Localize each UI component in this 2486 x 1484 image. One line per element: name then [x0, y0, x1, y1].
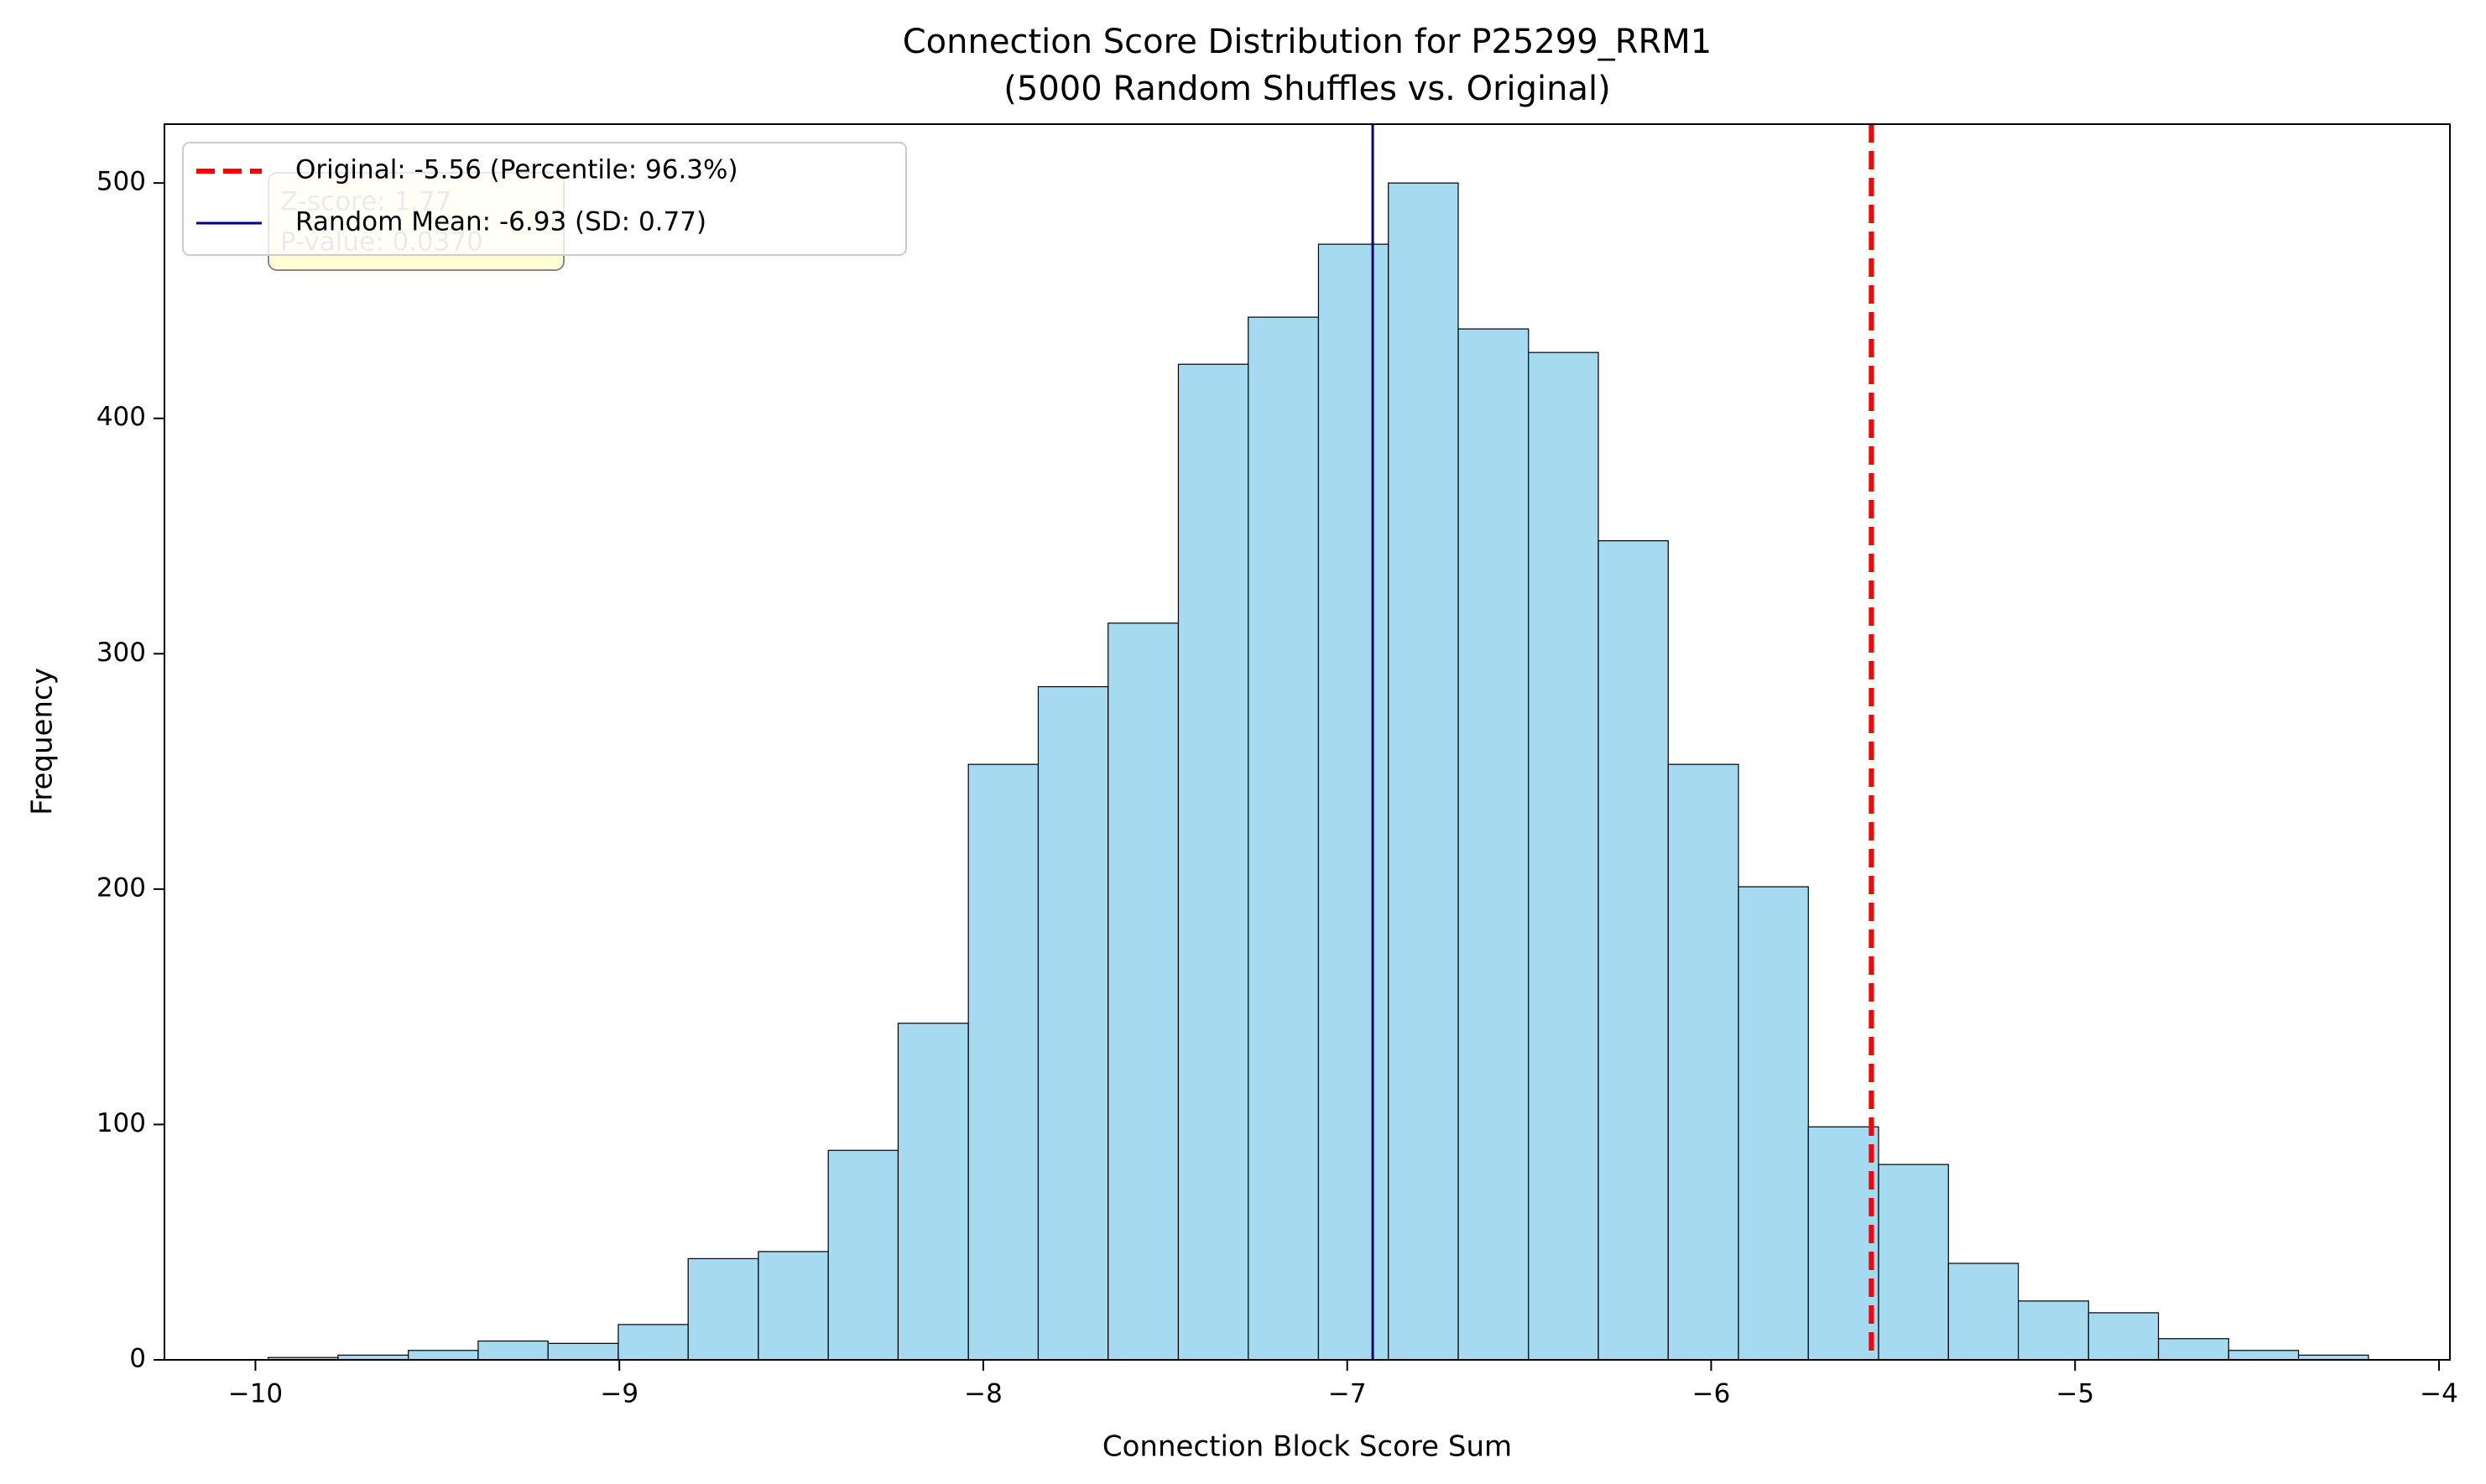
bar [2228, 1350, 2300, 1361]
y-tick-label: 400 [96, 402, 146, 432]
bar [687, 1257, 759, 1361]
bar [477, 1340, 549, 1361]
bar [2157, 1338, 2229, 1361]
bar [1317, 243, 1389, 1361]
legend-box [182, 142, 907, 256]
chart-title: Connection Score Distribution for P25299… [903, 23, 1712, 61]
y-tick-label: 500 [96, 167, 146, 197]
bar [618, 1324, 689, 1361]
bar [1528, 351, 1599, 1361]
bar [1457, 328, 1530, 1361]
bar [1947, 1263, 2020, 1361]
x-tick-label: −5 [2056, 1379, 2094, 1409]
bar [1597, 540, 1669, 1361]
bar [408, 1350, 479, 1361]
bar [1107, 622, 1180, 1361]
legend-label: Random Mean: -6.93 (SD: 0.77) [295, 207, 706, 237]
y-tick-label: 0 [129, 1344, 146, 1374]
x-tick-label: −7 [1328, 1379, 1367, 1409]
x-tick-label: −4 [2420, 1379, 2458, 1409]
y-tick-label: 300 [96, 638, 146, 668]
bar [2017, 1300, 2089, 1361]
bar [897, 1023, 969, 1361]
bar [2087, 1312, 2160, 1361]
x-tick-label: −10 [228, 1379, 283, 1409]
y-tick-label: 100 [96, 1108, 146, 1138]
x-tick-label: −6 [1692, 1379, 1731, 1409]
bar [1037, 685, 1109, 1361]
plot-frame [164, 123, 2451, 1361]
bar [1807, 1126, 1879, 1361]
bar [1878, 1164, 1949, 1361]
x-tick-label: −9 [600, 1379, 638, 1409]
y-axis-label: Frequency [26, 668, 60, 815]
bar [758, 1251, 829, 1361]
chart-subtitle: (5000 Random Shuffles vs. Original) [1003, 70, 1610, 108]
x-axis-label: Connection Block Score Sum [1102, 1430, 1512, 1464]
bar [827, 1149, 899, 1361]
legend-label: Original: -5.56 (Percentile: 96.3%) [295, 155, 738, 185]
bar [1388, 182, 1459, 1361]
y-tick-label: 200 [96, 872, 146, 903]
bar [1177, 363, 1249, 1361]
bar [547, 1342, 619, 1361]
bar [1667, 763, 1739, 1361]
bar [1738, 886, 1809, 1361]
bar [967, 763, 1040, 1361]
x-tick-label: −8 [964, 1379, 1003, 1409]
bar [1248, 316, 1320, 1361]
